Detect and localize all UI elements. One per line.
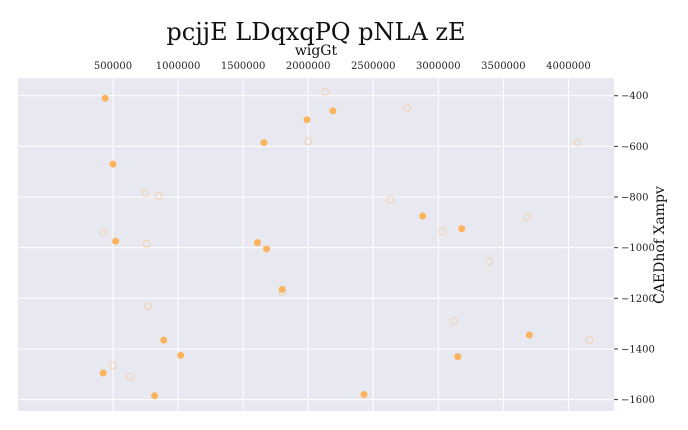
y-tick-label: −1000 [621, 243, 655, 254]
y-axis-title: CAEDhof Xampv [652, 186, 668, 304]
filled-point [263, 245, 271, 253]
x-tick-label: 1000000 [156, 61, 201, 72]
y-tick-labels: −400 −600 −800 −1000 −1200 −1400 −1600 [614, 91, 655, 406]
y-tick-label: −800 [621, 193, 648, 204]
hollow-point [109, 361, 117, 370]
x-tick-label: 2500000 [351, 61, 396, 72]
filled-point [278, 285, 286, 293]
hollow-point [144, 302, 152, 310]
x-tick-label: 2000000 [286, 61, 331, 72]
gridlines [18, 78, 614, 411]
y-tick-label: −600 [621, 142, 648, 153]
chart-title: pcjjE LDqxqPQ pNLA zE [166, 18, 465, 46]
hollow-point [573, 138, 582, 147]
filled-point [260, 139, 268, 147]
hollow-point [485, 257, 493, 266]
x-axis-title: wigGt [295, 43, 338, 59]
filled-point [458, 225, 466, 233]
filled-point [101, 94, 109, 102]
filled-point [253, 239, 261, 247]
data-points [99, 88, 594, 400]
hollow-point [585, 336, 594, 344]
filled-point [454, 353, 462, 361]
filled-point [329, 107, 337, 115]
x-tick-label: 3000000 [416, 61, 461, 72]
hollow-point [141, 189, 150, 198]
x-tick-labels: 500000 1000000 1500000 2000000 2500000 300000… [94, 61, 591, 72]
hollow-point [154, 192, 163, 200]
hollow-point [522, 213, 531, 222]
filled-point [99, 369, 107, 377]
filled-point [303, 116, 311, 124]
x-tick-label: 500000 [94, 61, 132, 72]
filled-point [525, 331, 533, 339]
hollow-point [304, 137, 313, 146]
hollow-point [386, 195, 395, 204]
hollow-point [278, 288, 287, 296]
y-tick-label: −400 [621, 91, 648, 102]
x-tick-label: 3500000 [481, 61, 526, 72]
hollow-point [143, 240, 151, 248]
x-tick-label: 1500000 [221, 61, 266, 72]
hollow-point [403, 104, 411, 113]
hollow-point [450, 317, 458, 325]
y-tick-label: −1600 [621, 395, 655, 406]
filled-point [419, 212, 427, 220]
y-tick-label: −1400 [621, 344, 655, 355]
filled-point [177, 351, 185, 359]
hollow-point [99, 228, 107, 237]
x-tick-label: 4000000 [546, 61, 591, 72]
plot-area [18, 78, 614, 411]
filled-point [160, 336, 168, 344]
hollow-point [126, 372, 134, 381]
filled-point [360, 390, 368, 398]
filled-point [151, 392, 159, 400]
hollow-point [438, 227, 447, 236]
y-tick-label: −1200 [621, 294, 655, 305]
filled-point [109, 160, 117, 168]
filled-point [112, 237, 120, 245]
hollow-point [321, 88, 329, 96]
